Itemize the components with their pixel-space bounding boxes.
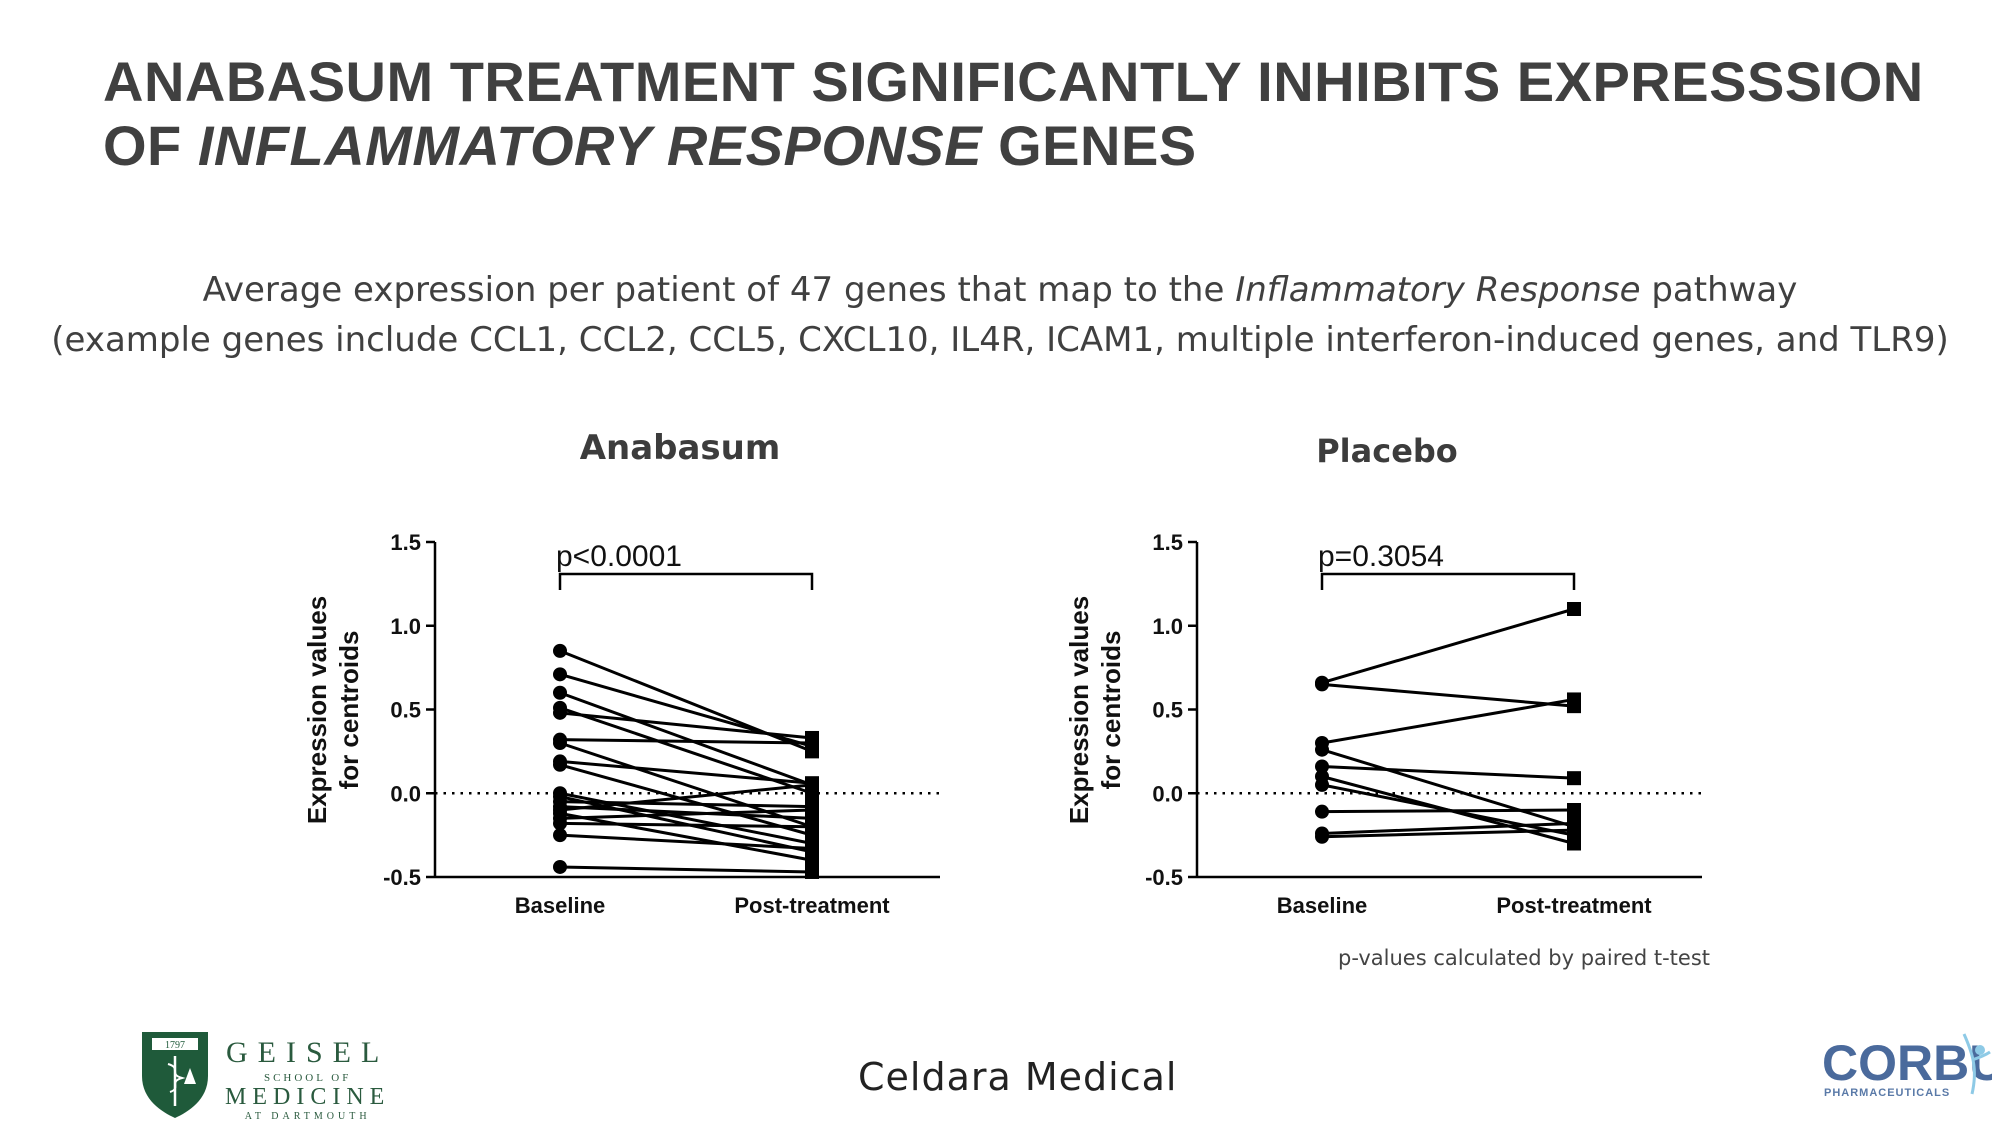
patient-pair-line <box>1321 697 1575 745</box>
geisel-line-3: MEDICINE <box>225 1084 391 1110</box>
corbus-figure-icon <box>1962 1033 1991 1095</box>
geisel-wordmark: GEISEL SCHOOL OF MEDICINE AT DARTMOUTH <box>225 1036 390 1122</box>
patient-pair-line <box>1321 748 1575 829</box>
significance-bracket <box>558 572 814 590</box>
patient-pair-line <box>1321 808 1575 814</box>
patient-pair-line <box>559 833 813 851</box>
y-tick-label: -0.5 <box>1145 865 1183 890</box>
patient-pair-line <box>559 763 813 837</box>
baseline-point <box>553 828 567 843</box>
patient-pair-line <box>559 759 813 785</box>
patient-pair-line <box>559 811 813 862</box>
patient-pair-line <box>1321 607 1575 685</box>
y-tick-label: 0.0 <box>390 781 421 806</box>
y-axis-title-line-1: Expression values <box>1064 596 1094 824</box>
celdara-medical-logo: Celdara Medical <box>858 1055 1178 1099</box>
patient-pair-line <box>559 783 813 812</box>
p-value-label: p=0.3054 <box>1318 540 1444 573</box>
geisel-year: 1797 <box>165 1040 185 1051</box>
post-treatment-point <box>1567 771 1581 786</box>
placebo-chart: Expression values for centroids 1.5 1.0 0.5 0… <box>1064 530 1702 918</box>
y-tick-label: 0.5 <box>1152 698 1183 723</box>
y-tick-label: -0.5 <box>383 865 421 890</box>
y-tick-label: 1.0 <box>1152 614 1183 639</box>
post-treatment-point <box>805 864 819 879</box>
y-tick-label: 1.0 <box>390 614 421 639</box>
baseline-point <box>553 685 567 700</box>
patient-pair-line <box>1321 764 1575 780</box>
x-tick-label: Post-treatment <box>734 893 890 918</box>
y-tick-label: 0.0 <box>1152 781 1183 806</box>
patient-pair-line <box>559 805 813 820</box>
baseline-point <box>553 859 567 874</box>
subtitle-line-2: (example genes include CCL1, CCL2, CCL5,… <box>51 320 1949 360</box>
patient-pair-line <box>559 821 813 829</box>
post-treatment-point <box>805 736 819 750</box>
title-line-2-prefix: OF <box>103 114 198 177</box>
baseline-point <box>553 736 567 750</box>
baseline-point <box>1315 829 1329 844</box>
post-treatment-point <box>805 777 819 792</box>
baseline-point <box>553 667 567 682</box>
x-tick-label: Post-treatment <box>1496 893 1652 918</box>
y-tick-label: 0.5 <box>390 698 421 723</box>
patient-pair-line <box>559 711 813 740</box>
geisel-line-1: GEISEL <box>226 1036 390 1069</box>
subtitle-text-b: pathway <box>1640 270 1798 310</box>
title-line-2-italic: INFLAMMATORY RESPONSE <box>197 114 983 177</box>
baseline-point <box>553 705 567 720</box>
geisel-line-4: AT DARTMOUTH <box>244 1111 371 1122</box>
y-axis-title-line-2: for centroids <box>334 631 364 790</box>
post-treatment-point <box>1567 602 1581 616</box>
patient-pair-line <box>559 865 813 874</box>
x-tick-label: Baseline <box>1277 893 1368 918</box>
baseline-point <box>1315 804 1329 819</box>
corbus-figure-head-icon <box>1975 1045 1985 1055</box>
geisel-logo: 1797 <box>138 1028 212 1125</box>
title-line-2-suffix: GENES <box>982 114 1197 177</box>
significance-bracket <box>1320 572 1576 590</box>
baseline-point <box>1315 777 1329 792</box>
y-tick-label: 1.5 <box>1152 530 1183 555</box>
title-line-1: ANABASUM TREATMENT SIGNIFICANTLY INHIBIT… <box>103 50 1924 113</box>
corbus-logo: CORBUS PHARMACEUTICALS <box>1822 1033 1992 1099</box>
post-treatment-point <box>1567 803 1581 817</box>
patient-pair-line <box>1321 821 1575 835</box>
geisel-line-2: SCHOOL OF <box>263 1072 352 1084</box>
corbus-sub: PHARMACEUTICALS <box>1824 1087 1950 1099</box>
chart-title-anabasum: Anabasum <box>579 428 781 468</box>
y-axis-title-line-2: for centroids <box>1096 631 1126 790</box>
patient-pair-line <box>559 800 813 809</box>
post-treatment-point <box>805 819 819 834</box>
post-treatment-point <box>805 803 819 817</box>
post-treatment-point <box>805 853 819 868</box>
patient-pair-line <box>1321 828 1575 839</box>
subtitle-italic: Inflammatory Response <box>1235 270 1641 310</box>
patient-pair-line <box>559 691 813 787</box>
post-treatment-point <box>1567 692 1581 707</box>
baseline-point <box>553 816 567 831</box>
post-treatment-point <box>1567 823 1581 838</box>
patient-pair-line <box>559 808 813 820</box>
baseline-point <box>1315 759 1329 774</box>
patient-pair-line <box>559 738 813 745</box>
y-axis-title-line-1: Expression values <box>302 596 332 824</box>
y-tick-label: 1.5 <box>390 530 421 555</box>
baseline-point <box>1315 677 1329 692</box>
baseline-point <box>1315 742 1329 757</box>
anabasum-chart: Expression values for centroids 1.5 1.0 0.5 0… <box>302 530 940 918</box>
x-tick-label: Baseline <box>515 893 606 918</box>
baseline-point <box>553 643 567 658</box>
baseline-point <box>553 757 567 772</box>
p-value-label: p<0.0001 <box>556 540 682 573</box>
subtitle-line-1: Average expression per patient of 47 gen… <box>0 270 2000 310</box>
corbus-word: CORBUS <box>1822 1035 1992 1091</box>
patient-pair-line <box>1321 682 1575 708</box>
footnote: p-values calculated by paired t-test <box>1338 946 1710 970</box>
geisel-shield-icon: 1797 <box>142 1032 208 1118</box>
chart-title-placebo: Placebo <box>1316 432 1458 470</box>
slide-title: ANABASUM TREATMENT SIGNIFICANTLY INHIBIT… <box>103 50 1983 178</box>
post-treatment-point <box>805 841 819 856</box>
subtitle-text-a: Average expression per patient of 47 gen… <box>202 270 1236 310</box>
